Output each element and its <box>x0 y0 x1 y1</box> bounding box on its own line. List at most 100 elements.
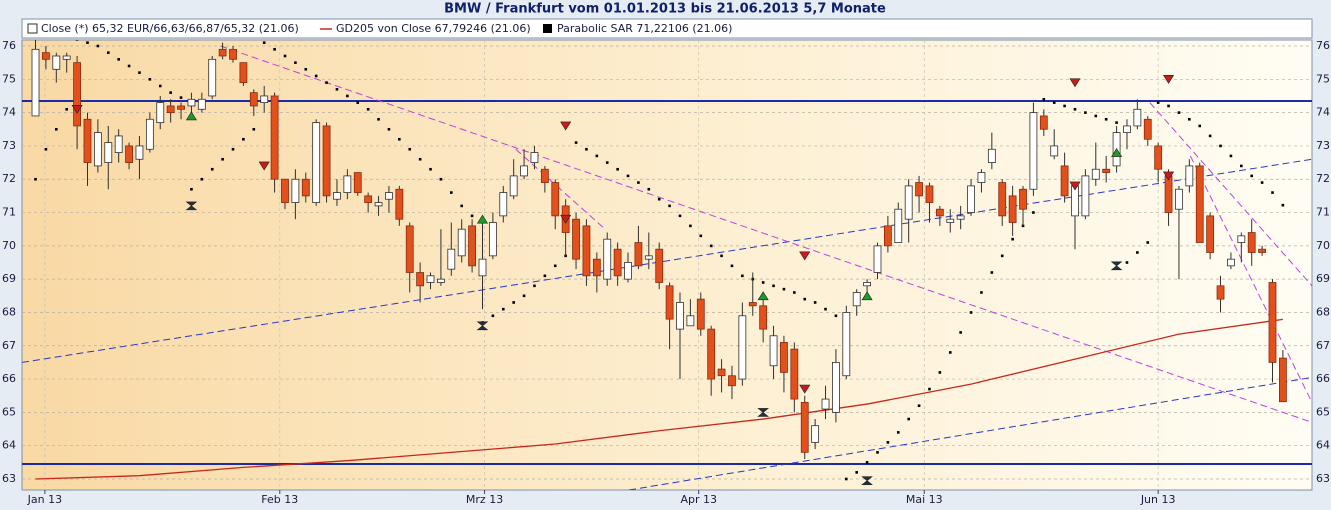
candle-body <box>1195 165 1204 243</box>
candle-body <box>946 218 955 223</box>
sar-dot <box>917 404 921 408</box>
y-tick-label: 63 <box>2 472 16 485</box>
candle-body <box>249 92 258 107</box>
sar-dot <box>429 167 432 171</box>
candle-body <box>863 282 872 287</box>
candle-body <box>468 225 476 267</box>
sar-dot <box>460 204 464 208</box>
sar-dot <box>221 157 224 161</box>
candle-body <box>634 242 643 267</box>
candle-body <box>114 135 123 153</box>
sar-dot <box>813 301 817 304</box>
candle-body <box>551 182 560 217</box>
x-tick-label: Jan 13 <box>27 493 62 506</box>
candle-body <box>707 328 716 380</box>
sar-dot <box>865 461 869 464</box>
candle-body <box>187 98 196 107</box>
legend-swatch <box>27 23 38 34</box>
candle-body <box>811 425 820 443</box>
chart-title: BMW / Frankfurt vom 01.01.2013 bis 21.06… <box>444 2 886 17</box>
sar-dot <box>418 157 422 161</box>
sar-dot <box>834 314 838 318</box>
candle-body <box>457 228 466 257</box>
trend-line <box>1189 155 1312 403</box>
y-tick-label-right: 69 <box>1316 272 1330 285</box>
sar-dot <box>44 147 48 151</box>
sar-dot <box>730 264 734 268</box>
trend-line <box>220 45 1312 423</box>
candle-body <box>655 248 664 283</box>
sar-dot <box>1219 144 1222 148</box>
candle-body <box>135 145 144 160</box>
candle-body <box>343 175 352 193</box>
y-tick-label-right: 67 <box>1316 339 1330 352</box>
sar-dot <box>398 137 401 141</box>
candle-body <box>530 152 539 163</box>
candle-body <box>270 95 279 180</box>
sar-dot <box>896 431 900 434</box>
sar-dot <box>1084 111 1087 114</box>
x-tick-label: Jun 13 <box>1140 493 1176 506</box>
sar-dot <box>1063 104 1066 108</box>
candle-body <box>1185 165 1194 187</box>
candle-body <box>1206 215 1215 253</box>
candle-body <box>1227 258 1235 267</box>
y-tick-label: 75 <box>2 72 16 85</box>
sar-dot <box>616 167 619 171</box>
candle-body <box>1164 175 1173 213</box>
plot-area <box>21 39 1313 491</box>
candle-body <box>624 262 632 280</box>
sar-dot <box>1094 114 1098 118</box>
candle-body <box>353 172 362 193</box>
sar-dot <box>1136 251 1139 254</box>
candle-body <box>218 48 227 57</box>
signal-marker <box>861 291 873 301</box>
candle-body <box>987 148 996 163</box>
candle-body <box>104 142 113 163</box>
candle-body <box>748 302 757 307</box>
signal-marker <box>476 214 489 224</box>
sar-dot <box>1115 121 1118 124</box>
sar-dot <box>179 96 183 99</box>
sar-dot <box>169 91 172 94</box>
y-tick-label: 73 <box>2 139 16 152</box>
candle-body <box>686 315 695 327</box>
sar-dot <box>605 161 609 164</box>
candle-body <box>1237 235 1246 243</box>
candle-body <box>883 225 892 247</box>
legend-label: Close (*) 65,32 EUR/66,63/66,87/65,32 (2… <box>41 22 299 35</box>
candle-body <box>1091 168 1100 180</box>
y-tick-label-right: 71 <box>1316 206 1330 219</box>
trend-line <box>1149 102 1312 287</box>
sar-dot <box>855 471 859 474</box>
y-tick-label: 66 <box>2 372 16 385</box>
sar-dot <box>501 307 505 311</box>
sar-dot <box>886 441 890 444</box>
candle-body <box>31 48 40 117</box>
sar-dot <box>138 71 141 74</box>
legend-label: Parabolic SAR 71,22106 (21.06) <box>557 22 732 35</box>
sar-dot <box>1271 191 1274 194</box>
sar-dot <box>533 284 536 288</box>
candle-body <box>447 248 456 270</box>
sar-dot <box>824 307 827 311</box>
sar-dot <box>55 127 58 131</box>
candle-body <box>312 122 321 203</box>
y-tick-label-right: 65 <box>1316 405 1330 418</box>
candle-body <box>1278 357 1287 403</box>
sar-dot <box>86 41 89 44</box>
sar-dot <box>1188 117 1191 121</box>
sar-dot <box>803 297 807 301</box>
sar-dot <box>938 371 942 374</box>
sar-dot <box>325 81 328 84</box>
candle-body <box>437 278 445 283</box>
candle-body <box>1268 282 1277 363</box>
signal-marker <box>185 201 198 211</box>
sar-dot <box>1167 104 1170 108</box>
y-tick-label: 72 <box>2 172 16 185</box>
y-tick-label: 76 <box>2 39 16 52</box>
candle-body <box>478 258 487 277</box>
candle-body <box>717 368 726 377</box>
candle-body <box>197 98 206 110</box>
